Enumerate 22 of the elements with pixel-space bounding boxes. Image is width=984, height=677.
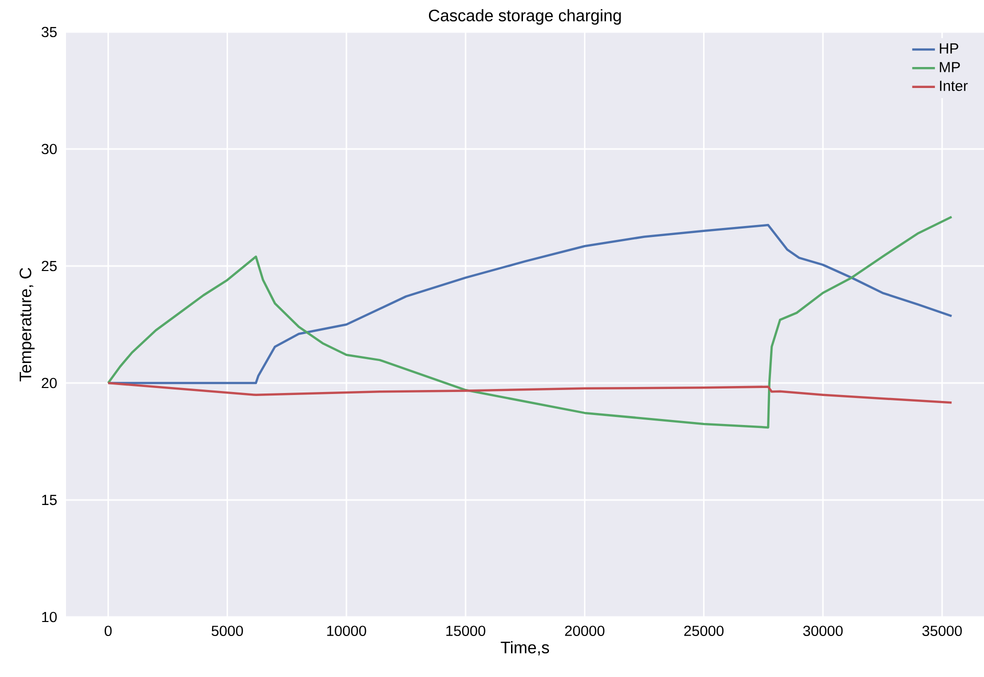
y-tick-label: 25 [42, 260, 57, 272]
legend-label: HP [940, 43, 958, 54]
y-axis-title: Temperature, C [20, 268, 35, 382]
legend-label: Inter [940, 80, 968, 91]
y-tick-label: 20 [42, 378, 57, 388]
legend-label: MP [940, 62, 960, 72]
y-tick-label: 35 [42, 26, 57, 38]
x-tick-label: 10000 [327, 626, 366, 636]
x-tick-label: 5000 [212, 626, 243, 636]
y-tick-label: 30 [42, 144, 57, 154]
chart-title: Cascade storage charging [428, 9, 621, 25]
y-tick-label: 15 [42, 494, 57, 506]
x-axis-title: Time,s [500, 641, 550, 656]
line-series [107, 216, 953, 429]
x-tick-label: 20000 [565, 626, 604, 636]
x-tick-label: 30000 [803, 626, 843, 636]
x-tick-label: 35000 [922, 626, 962, 636]
x-tick-label: 15000 [446, 626, 486, 636]
line-series [107, 382, 953, 404]
x-tick-label: 0 [104, 626, 112, 636]
y-tick-label: 10 [42, 612, 57, 622]
x-tick-label: 25000 [684, 626, 724, 636]
